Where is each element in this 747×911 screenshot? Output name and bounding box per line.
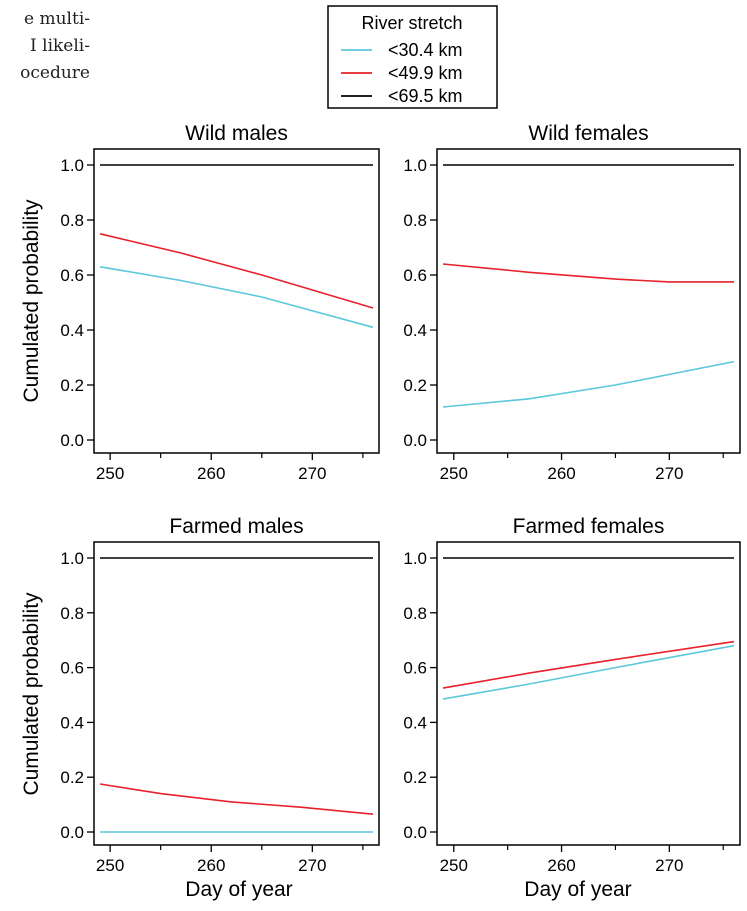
panel-wild-females: Wild females 0.0 0.2 0.4 0.6 0.8 1.0 250 260 270	[403, 122, 741, 483]
y-tick-label: 1.0	[403, 549, 427, 568]
y-tick-label: 0.6	[60, 266, 84, 285]
panel-title: Farmed females	[513, 515, 665, 538]
text-line: e multi-	[24, 9, 90, 29]
panel-title: Farmed males	[169, 515, 303, 538]
panel-farmed-males: Farmed males 0.0 0.2 0.4 0.6 0.8 1.0 250 260 270	[60, 515, 380, 875]
y-axis-label-top: Cumulated probability	[20, 199, 43, 403]
y-tick-label: 0.0	[60, 823, 84, 842]
legend-box	[327, 5, 498, 109]
y-tick-label: 0.8	[403, 604, 427, 623]
series-line-lt50	[442, 263, 734, 283]
panel-title: Wild males	[185, 122, 288, 145]
series-line-lt30	[442, 644, 735, 700]
x-tick-label: 270	[655, 856, 683, 875]
x-tick-label: 260	[197, 856, 225, 875]
series-line-lt50	[99, 783, 374, 815]
y-axis-label-bottom: Cumulated probability	[20, 592, 43, 796]
y-tick-label: 0.8	[60, 211, 84, 230]
y-tick-label: 1.0	[60, 549, 84, 568]
series-line-lt30	[442, 360, 735, 408]
text-line: ocedure	[20, 63, 90, 83]
series-line-lt30	[99, 266, 374, 329]
legend-label-lt30: <30.4 km	[388, 40, 463, 60]
y-tick-label: 0.2	[403, 376, 427, 395]
text-line: I likeli-	[30, 36, 90, 56]
y-tick-label: 0.6	[403, 659, 427, 678]
y-tick-label: 0.4	[60, 321, 84, 340]
panel-frame	[93, 148, 380, 454]
y-tick-label: 0.2	[60, 768, 84, 787]
y-tick-label: 0.6	[403, 266, 427, 285]
x-tick-label: 270	[298, 856, 326, 875]
y-tick-label: 1.0	[60, 156, 84, 175]
y-tick-label: 1.0	[403, 156, 427, 175]
x-tick-label: 250	[96, 464, 124, 483]
x-tick-label: 260	[547, 856, 575, 875]
x-tick-label: 270	[298, 464, 326, 483]
x-tick-label: 250	[440, 464, 468, 483]
y-tick-label: 0.4	[60, 713, 84, 732]
y-tick-label: 0.8	[403, 211, 427, 230]
y-tick-label: 0.6	[60, 659, 84, 678]
x-tick-label: 250	[440, 856, 468, 875]
legend: River stretch <30.4 km <49.9 km <69.5 km	[327, 5, 498, 109]
panel-frame	[436, 148, 741, 454]
page-text-fragment: e multi- I likeli- ocedure	[0, 6, 90, 87]
y-tick-label: 0.2	[60, 376, 84, 395]
y-tick-label: 0.0	[60, 431, 84, 450]
panel-frame	[436, 541, 741, 846]
panel-wild-males: Wild males 0.0 0.2 0.4 0.6 0.8 1.0 250 260 270	[60, 122, 380, 483]
y-tick-label: 0.4	[403, 713, 427, 732]
y-tick-label: 0.0	[403, 823, 427, 842]
x-tick-label: 260	[197, 464, 225, 483]
legend-title: River stretch	[361, 13, 462, 33]
y-tick-label: 0.4	[403, 321, 427, 340]
y-tick-label: 0.8	[60, 604, 84, 623]
legend-label-lt50: <49.9 km	[388, 63, 463, 83]
x-axis-label-left: Day of year	[185, 878, 292, 901]
x-tick-label: 250	[96, 856, 124, 875]
legend-label-lt70: <69.5 km	[388, 86, 463, 106]
x-axis-label-right: Day of year	[524, 878, 631, 901]
y-tick-label: 0.0	[403, 431, 427, 450]
y-tick-label: 0.2	[403, 768, 427, 787]
x-tick-label: 260	[547, 464, 575, 483]
panel-title: Wild females	[528, 122, 648, 145]
series-line-lt50	[99, 233, 374, 309]
panel-farmed-females: Farmed females 0.0 0.2 0.4 0.6 0.8 1.0 250 260 27…	[403, 515, 741, 875]
panel-frame	[93, 541, 380, 846]
x-tick-label: 270	[655, 464, 683, 483]
series-line-lt50	[442, 640, 735, 689]
